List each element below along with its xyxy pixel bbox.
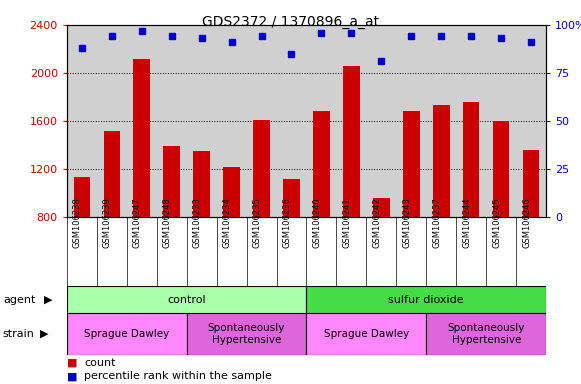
Text: Sprague Dawley: Sprague Dawley: [324, 329, 409, 339]
Text: GSM106237: GSM106237: [432, 197, 442, 248]
Bar: [463, 102, 479, 313]
Text: Spontaneously
Hypertensive: Spontaneously Hypertensive: [447, 323, 525, 345]
Bar: [223, 167, 240, 313]
Bar: [193, 151, 210, 313]
Text: Spontaneously
Hypertensive: Spontaneously Hypertensive: [208, 323, 285, 345]
Text: ■: ■: [67, 371, 77, 381]
Bar: [403, 111, 419, 313]
Text: ▶: ▶: [40, 329, 49, 339]
Text: GSM106233: GSM106233: [193, 197, 202, 248]
Text: GSM106243: GSM106243: [402, 197, 411, 248]
Bar: [134, 59, 150, 313]
Text: count: count: [84, 358, 116, 368]
Text: GSM106234: GSM106234: [223, 197, 232, 248]
Text: GSM106240: GSM106240: [313, 197, 321, 248]
Text: GSM106247: GSM106247: [132, 197, 142, 248]
Text: GSM106245: GSM106245: [492, 197, 501, 248]
Text: GSM106241: GSM106241: [342, 197, 352, 248]
Text: agent: agent: [3, 295, 35, 305]
Bar: [307, 313, 426, 355]
Bar: [187, 313, 307, 355]
Bar: [103, 131, 120, 313]
Text: sulfur dioxide: sulfur dioxide: [389, 295, 464, 305]
Bar: [343, 66, 360, 313]
Text: ▶: ▶: [44, 295, 52, 305]
Text: control: control: [167, 295, 206, 305]
Text: Sprague Dawley: Sprague Dawley: [84, 329, 169, 339]
Text: GSM106246: GSM106246: [522, 197, 531, 248]
Bar: [373, 198, 390, 313]
Text: percentile rank within the sample: percentile rank within the sample: [84, 371, 272, 381]
Text: ■: ■: [67, 358, 77, 368]
Text: GSM106239: GSM106239: [103, 197, 112, 248]
Bar: [163, 146, 180, 313]
Bar: [426, 313, 546, 355]
Text: GDS2372 / 1370896_a_at: GDS2372 / 1370896_a_at: [202, 15, 379, 28]
Text: GSM106242: GSM106242: [372, 197, 381, 248]
Text: GSM106235: GSM106235: [253, 197, 261, 248]
Bar: [74, 177, 90, 313]
Bar: [307, 286, 546, 313]
Bar: [253, 120, 270, 313]
Text: GSM106244: GSM106244: [462, 197, 471, 248]
Bar: [284, 179, 300, 313]
Bar: [313, 111, 329, 313]
Text: GSM106238: GSM106238: [73, 197, 82, 248]
Bar: [67, 286, 307, 313]
Text: strain: strain: [3, 329, 35, 339]
Bar: [523, 150, 539, 313]
Bar: [493, 121, 510, 313]
Text: GSM106248: GSM106248: [163, 197, 171, 248]
Text: GSM106236: GSM106236: [282, 197, 292, 248]
Bar: [67, 313, 187, 355]
Bar: [433, 105, 450, 313]
